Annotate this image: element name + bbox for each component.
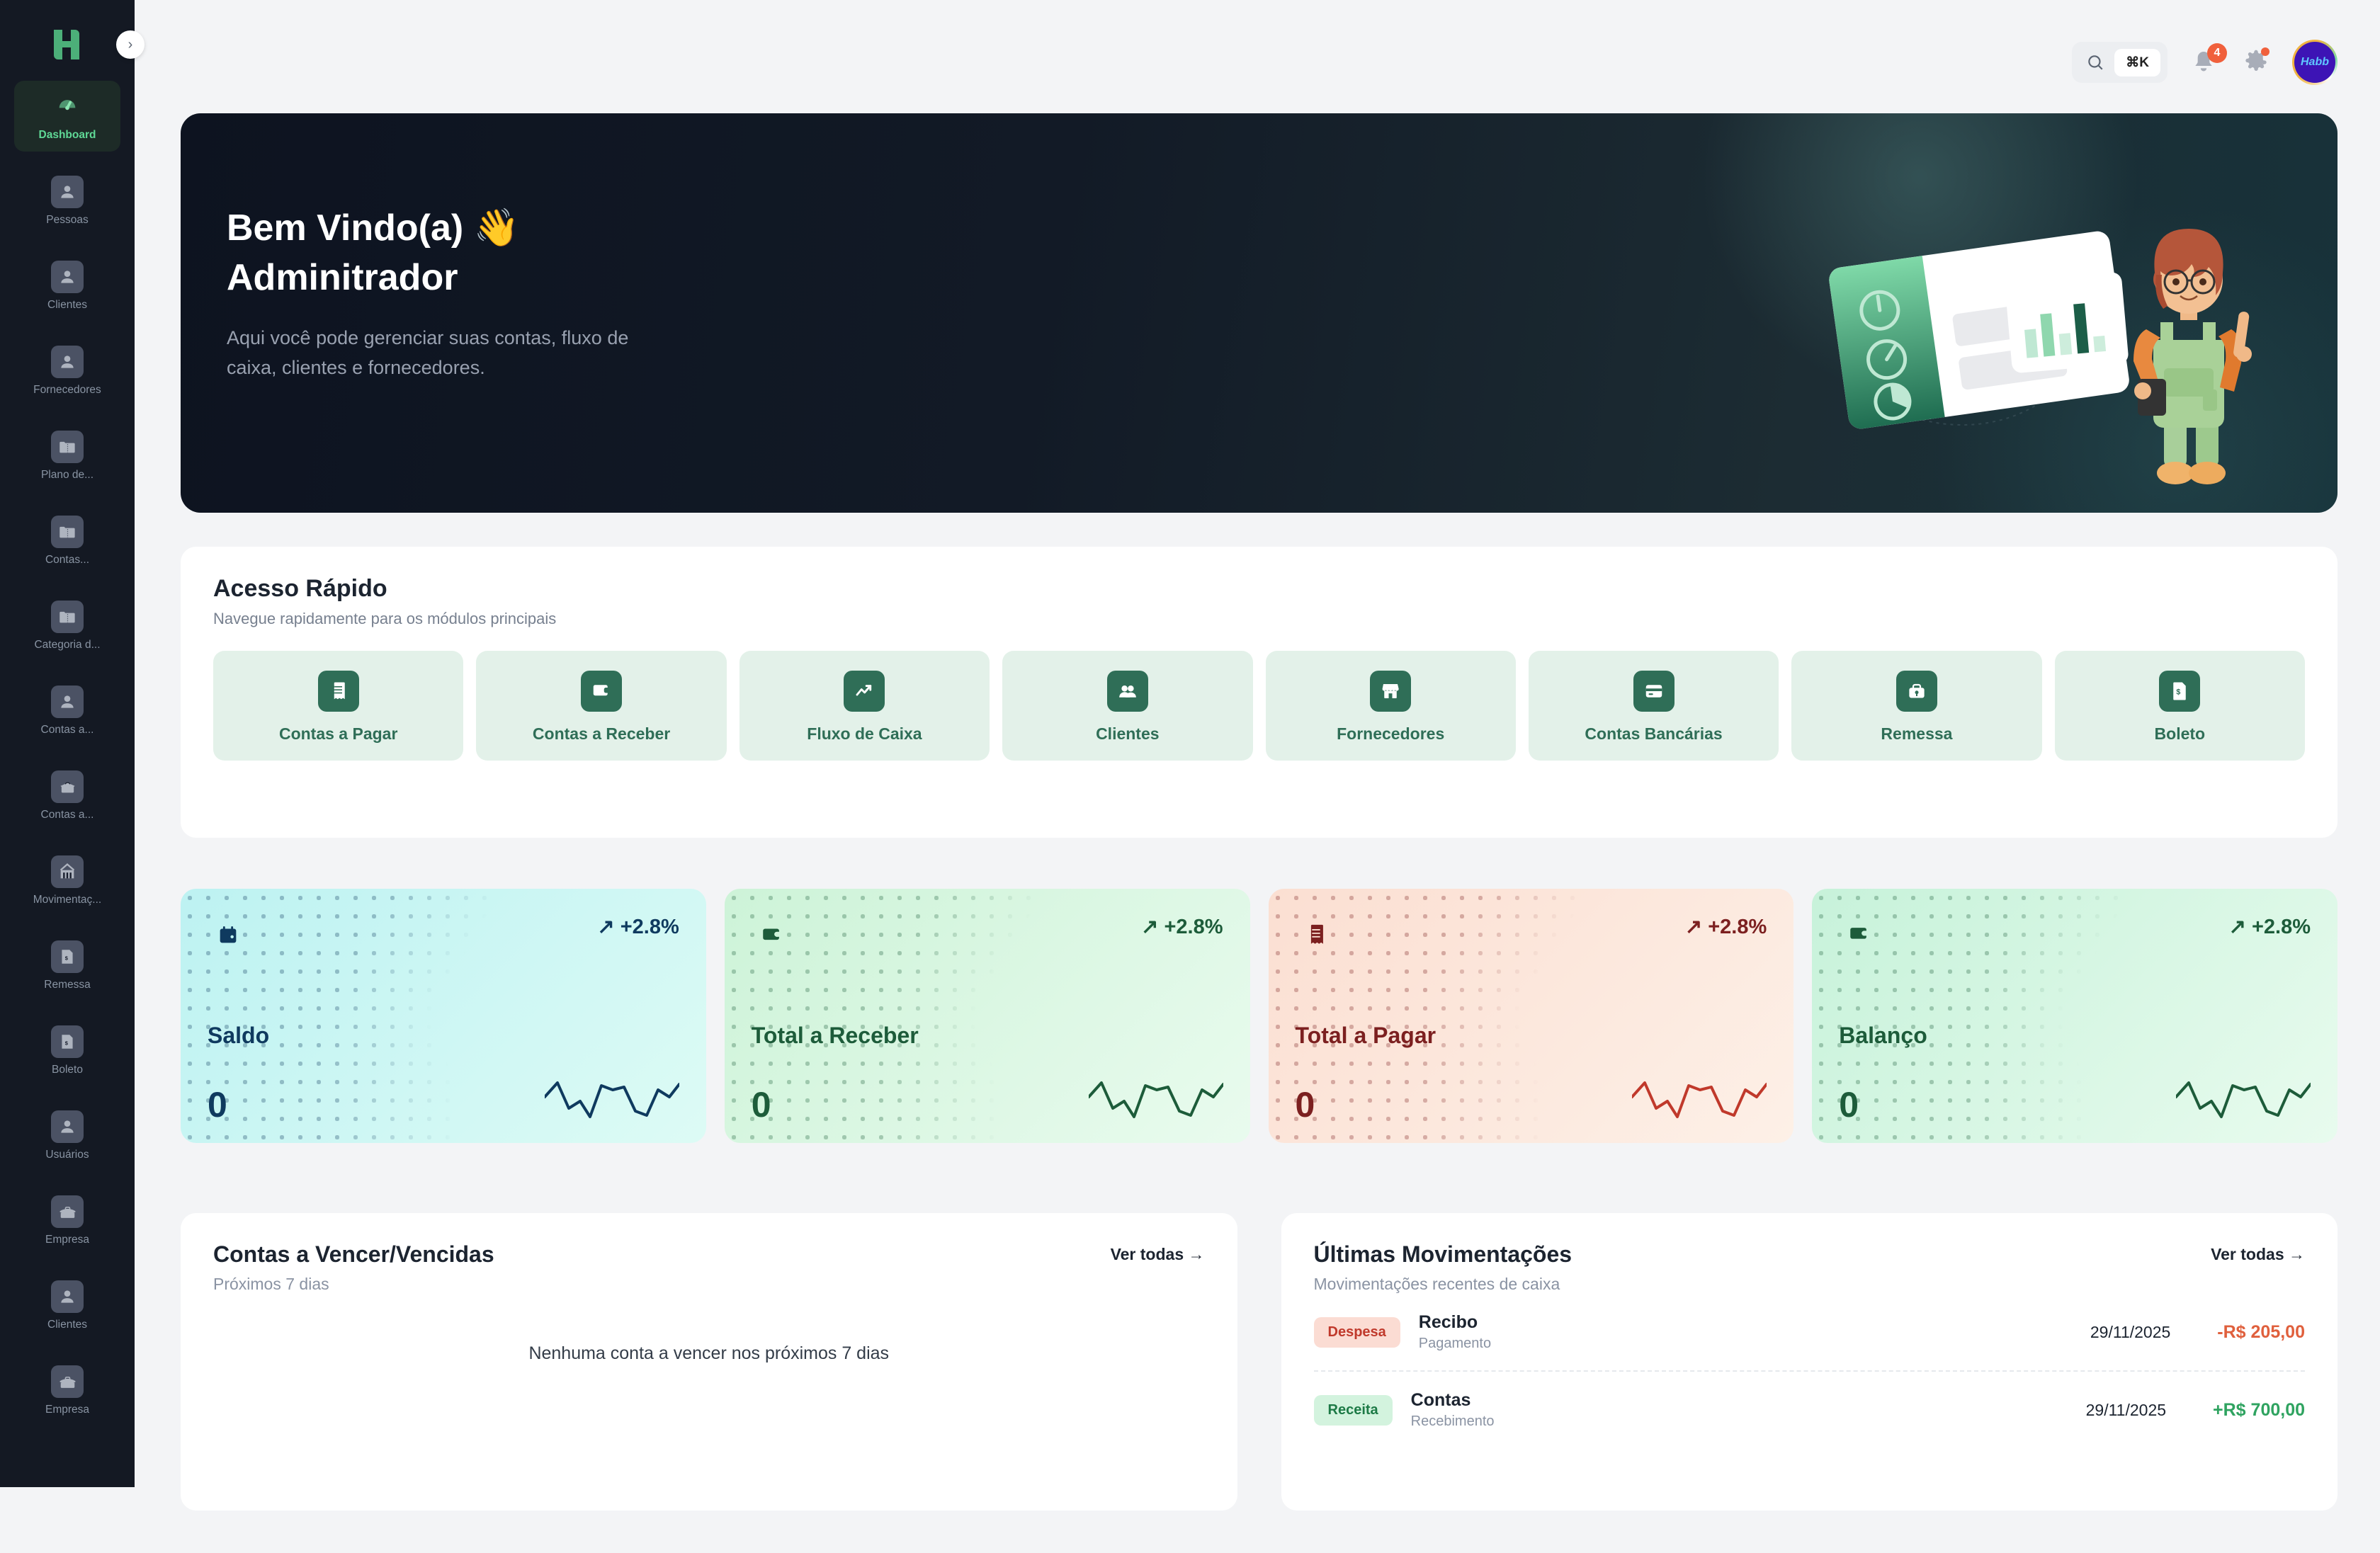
svg-text:$: $ bbox=[2177, 688, 2181, 696]
